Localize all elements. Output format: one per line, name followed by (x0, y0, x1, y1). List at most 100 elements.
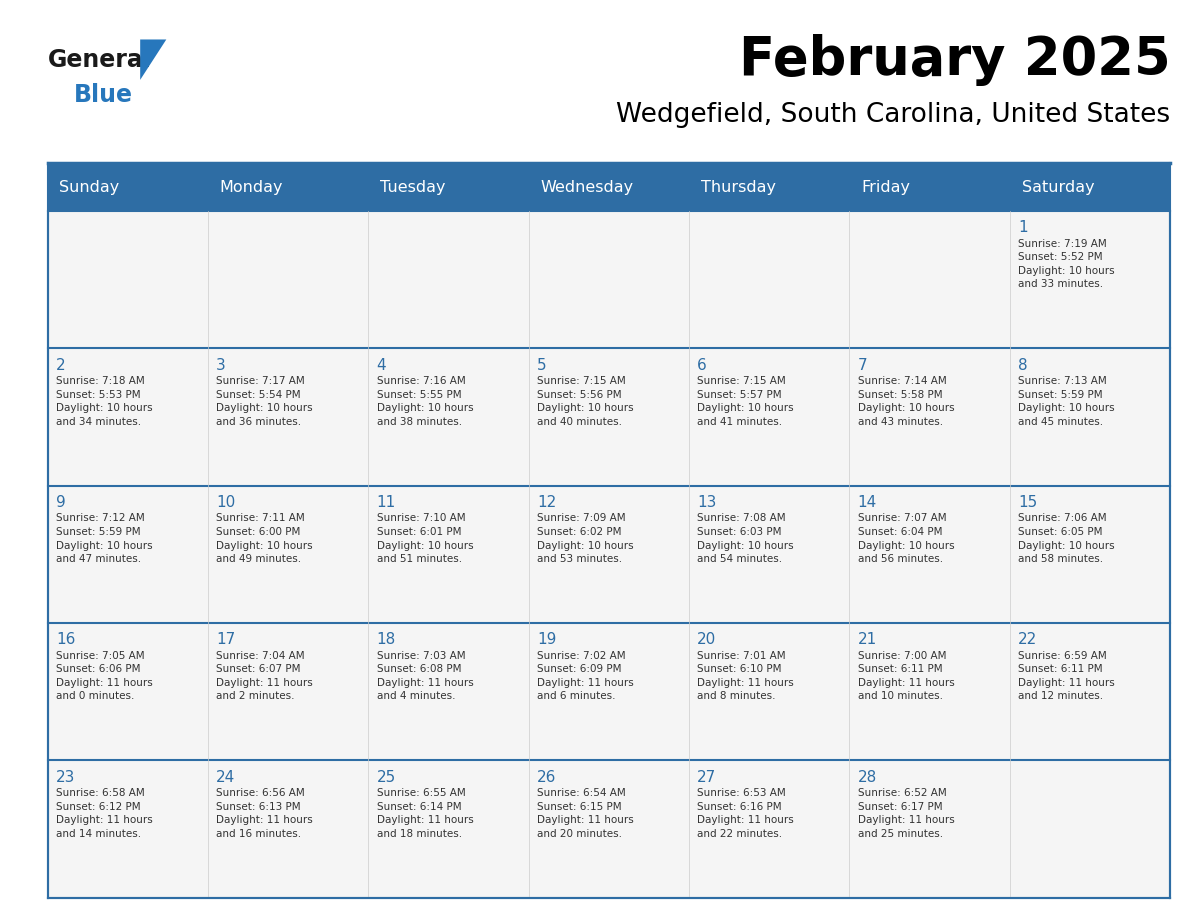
Text: Sunrise: 7:01 AM
Sunset: 6:10 PM
Daylight: 11 hours
and 8 minutes.: Sunrise: 7:01 AM Sunset: 6:10 PM Dayligh… (697, 651, 794, 701)
Text: 1: 1 (1018, 220, 1028, 235)
Bar (368, 486, 529, 623)
Bar (529, 623, 689, 760)
Bar (208, 623, 368, 760)
Text: Sunrise: 7:08 AM
Sunset: 6:03 PM
Daylight: 10 hours
and 54 minutes.: Sunrise: 7:08 AM Sunset: 6:03 PM Dayligh… (697, 513, 794, 565)
Bar (48, 163, 1170, 211)
Bar (849, 760, 1010, 898)
Bar (208, 486, 368, 623)
Bar (208, 760, 368, 898)
Bar (1010, 486, 1170, 623)
Bar (849, 349, 1010, 486)
Bar (1010, 623, 1170, 760)
Bar (529, 486, 689, 623)
Bar (48, 211, 208, 349)
Text: 13: 13 (697, 495, 716, 510)
Text: Sunrise: 7:00 AM
Sunset: 6:11 PM
Daylight: 11 hours
and 10 minutes.: Sunrise: 7:00 AM Sunset: 6:11 PM Dayligh… (858, 651, 954, 701)
Text: 28: 28 (858, 769, 877, 785)
Bar (689, 486, 849, 623)
Bar (1010, 211, 1170, 349)
Text: Wedgefield, South Carolina, United States: Wedgefield, South Carolina, United State… (617, 102, 1170, 128)
Text: 23: 23 (56, 769, 75, 785)
Text: Sunrise: 7:16 AM
Sunset: 5:55 PM
Daylight: 10 hours
and 38 minutes.: Sunrise: 7:16 AM Sunset: 5:55 PM Dayligh… (377, 376, 473, 427)
Text: 12: 12 (537, 495, 556, 510)
Bar (689, 211, 849, 349)
Text: 21: 21 (858, 633, 877, 647)
Text: Sunrise: 7:02 AM
Sunset: 6:09 PM
Daylight: 11 hours
and 6 minutes.: Sunrise: 7:02 AM Sunset: 6:09 PM Dayligh… (537, 651, 633, 701)
Text: 10: 10 (216, 495, 235, 510)
Text: 24: 24 (216, 769, 235, 785)
Text: Sunrise: 7:19 AM
Sunset: 5:52 PM
Daylight: 10 hours
and 33 minutes.: Sunrise: 7:19 AM Sunset: 5:52 PM Dayligh… (1018, 239, 1114, 289)
Text: Sunrise: 7:15 AM
Sunset: 5:57 PM
Daylight: 10 hours
and 41 minutes.: Sunrise: 7:15 AM Sunset: 5:57 PM Dayligh… (697, 376, 794, 427)
Text: 22: 22 (1018, 633, 1037, 647)
Text: Sunrise: 7:11 AM
Sunset: 6:00 PM
Daylight: 10 hours
and 49 minutes.: Sunrise: 7:11 AM Sunset: 6:00 PM Dayligh… (216, 513, 312, 565)
Text: 27: 27 (697, 769, 716, 785)
Text: Monday: Monday (220, 180, 283, 195)
Text: Sunrise: 6:59 AM
Sunset: 6:11 PM
Daylight: 11 hours
and 12 minutes.: Sunrise: 6:59 AM Sunset: 6:11 PM Dayligh… (1018, 651, 1114, 701)
Bar (48, 486, 208, 623)
Bar (689, 349, 849, 486)
Text: Tuesday: Tuesday (380, 180, 446, 195)
Text: 18: 18 (377, 633, 396, 647)
Text: Sunrise: 7:09 AM
Sunset: 6:02 PM
Daylight: 10 hours
and 53 minutes.: Sunrise: 7:09 AM Sunset: 6:02 PM Dayligh… (537, 513, 633, 565)
Text: 16: 16 (56, 633, 75, 647)
Text: 8: 8 (1018, 358, 1028, 373)
Text: Sunrise: 7:03 AM
Sunset: 6:08 PM
Daylight: 11 hours
and 4 minutes.: Sunrise: 7:03 AM Sunset: 6:08 PM Dayligh… (377, 651, 473, 701)
Text: Blue: Blue (74, 83, 133, 106)
Text: Sunday: Sunday (59, 180, 120, 195)
Bar (849, 211, 1010, 349)
Text: 14: 14 (858, 495, 877, 510)
Bar (529, 349, 689, 486)
Bar (529, 760, 689, 898)
Text: 3: 3 (216, 358, 226, 373)
Text: Sunrise: 7:10 AM
Sunset: 6:01 PM
Daylight: 10 hours
and 51 minutes.: Sunrise: 7:10 AM Sunset: 6:01 PM Dayligh… (377, 513, 473, 565)
Text: Sunrise: 7:15 AM
Sunset: 5:56 PM
Daylight: 10 hours
and 40 minutes.: Sunrise: 7:15 AM Sunset: 5:56 PM Dayligh… (537, 376, 633, 427)
Bar (368, 349, 529, 486)
Text: Sunrise: 7:12 AM
Sunset: 5:59 PM
Daylight: 10 hours
and 47 minutes.: Sunrise: 7:12 AM Sunset: 5:59 PM Dayligh… (56, 513, 152, 565)
Text: 11: 11 (377, 495, 396, 510)
Bar (849, 486, 1010, 623)
Bar (208, 349, 368, 486)
Bar (368, 760, 529, 898)
Text: General: General (48, 48, 151, 72)
Bar (849, 623, 1010, 760)
Text: 17: 17 (216, 633, 235, 647)
Text: Sunrise: 7:06 AM
Sunset: 6:05 PM
Daylight: 10 hours
and 58 minutes.: Sunrise: 7:06 AM Sunset: 6:05 PM Dayligh… (1018, 513, 1114, 565)
Bar (208, 211, 368, 349)
Bar (689, 760, 849, 898)
Text: Saturday: Saturday (1022, 180, 1094, 195)
Text: Thursday: Thursday (701, 180, 776, 195)
Text: 9: 9 (56, 495, 65, 510)
Bar (689, 623, 849, 760)
Text: 15: 15 (1018, 495, 1037, 510)
Bar (48, 760, 208, 898)
Text: Sunrise: 7:13 AM
Sunset: 5:59 PM
Daylight: 10 hours
and 45 minutes.: Sunrise: 7:13 AM Sunset: 5:59 PM Dayligh… (1018, 376, 1114, 427)
Text: Sunrise: 7:05 AM
Sunset: 6:06 PM
Daylight: 11 hours
and 0 minutes.: Sunrise: 7:05 AM Sunset: 6:06 PM Dayligh… (56, 651, 152, 701)
Bar (48, 349, 208, 486)
Text: Sunrise: 6:56 AM
Sunset: 6:13 PM
Daylight: 11 hours
and 16 minutes.: Sunrise: 6:56 AM Sunset: 6:13 PM Dayligh… (216, 788, 312, 839)
Text: Sunrise: 7:07 AM
Sunset: 6:04 PM
Daylight: 10 hours
and 56 minutes.: Sunrise: 7:07 AM Sunset: 6:04 PM Dayligh… (858, 513, 954, 565)
Text: 20: 20 (697, 633, 716, 647)
Text: Sunrise: 6:54 AM
Sunset: 6:15 PM
Daylight: 11 hours
and 20 minutes.: Sunrise: 6:54 AM Sunset: 6:15 PM Dayligh… (537, 788, 633, 839)
Bar (1010, 760, 1170, 898)
Text: Sunrise: 6:53 AM
Sunset: 6:16 PM
Daylight: 11 hours
and 22 minutes.: Sunrise: 6:53 AM Sunset: 6:16 PM Dayligh… (697, 788, 794, 839)
Text: Sunrise: 6:55 AM
Sunset: 6:14 PM
Daylight: 11 hours
and 18 minutes.: Sunrise: 6:55 AM Sunset: 6:14 PM Dayligh… (377, 788, 473, 839)
Text: Sunrise: 6:52 AM
Sunset: 6:17 PM
Daylight: 11 hours
and 25 minutes.: Sunrise: 6:52 AM Sunset: 6:17 PM Dayligh… (858, 788, 954, 839)
Text: Sunrise: 7:14 AM
Sunset: 5:58 PM
Daylight: 10 hours
and 43 minutes.: Sunrise: 7:14 AM Sunset: 5:58 PM Dayligh… (858, 376, 954, 427)
Text: Sunrise: 7:04 AM
Sunset: 6:07 PM
Daylight: 11 hours
and 2 minutes.: Sunrise: 7:04 AM Sunset: 6:07 PM Dayligh… (216, 651, 312, 701)
Text: Sunrise: 6:58 AM
Sunset: 6:12 PM
Daylight: 11 hours
and 14 minutes.: Sunrise: 6:58 AM Sunset: 6:12 PM Dayligh… (56, 788, 152, 839)
Text: 4: 4 (377, 358, 386, 373)
Bar (368, 623, 529, 760)
Text: February 2025: February 2025 (739, 34, 1170, 85)
Text: 19: 19 (537, 633, 556, 647)
Bar (1010, 349, 1170, 486)
Text: Sunrise: 7:17 AM
Sunset: 5:54 PM
Daylight: 10 hours
and 36 minutes.: Sunrise: 7:17 AM Sunset: 5:54 PM Dayligh… (216, 376, 312, 427)
Text: 6: 6 (697, 358, 707, 373)
Text: 2: 2 (56, 358, 65, 373)
Text: 5: 5 (537, 358, 546, 373)
Bar (48, 623, 208, 760)
Text: Wednesday: Wednesday (541, 180, 633, 195)
Text: 25: 25 (377, 769, 396, 785)
Text: 7: 7 (858, 358, 867, 373)
Text: Friday: Friday (861, 180, 910, 195)
Text: 26: 26 (537, 769, 556, 785)
